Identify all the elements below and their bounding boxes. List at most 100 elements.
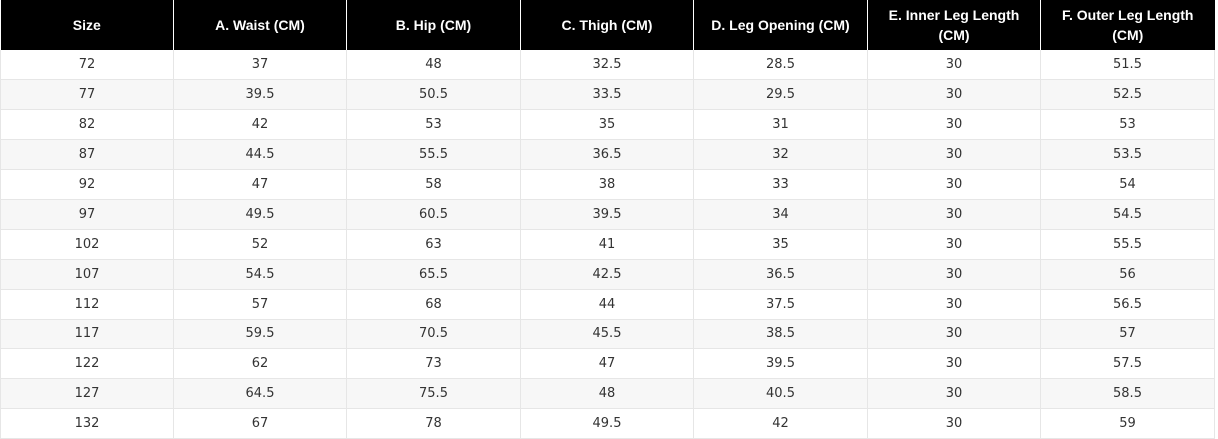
cell-waist: 44.5 <box>173 139 347 171</box>
cell-thigh: 45.5 <box>520 319 694 350</box>
cell-leg-opening: 39.5 <box>693 348 868 380</box>
cell-outer-leg-length: 54.5 <box>1040 199 1215 230</box>
cell-outer-leg-length: 53.5 <box>1040 139 1215 171</box>
table-row: 122 62 73 47 39.5 30 57.5 <box>0 348 1215 380</box>
header-waist: A. Waist (CM) <box>173 0 347 50</box>
cell-hip: 68 <box>346 289 521 320</box>
cell-leg-opening: 33 <box>693 169 868 200</box>
cell-leg-opening: 40.5 <box>693 378 868 410</box>
cell-size: 82 <box>0 109 174 141</box>
cell-thigh: 39.5 <box>520 199 694 230</box>
cell-hip: 73 <box>346 348 521 380</box>
table-row: 117 59.5 70.5 45.5 38.5 30 57 <box>0 319 1215 350</box>
cell-waist: 67 <box>173 408 347 439</box>
cell-hip: 60.5 <box>346 199 521 230</box>
cell-inner-leg-length: 30 <box>867 289 1041 320</box>
cell-thigh: 36.5 <box>520 139 694 171</box>
cell-hip: 78 <box>346 408 521 439</box>
cell-waist: 57 <box>173 289 347 320</box>
cell-leg-opening: 28.5 <box>693 50 868 81</box>
cell-leg-opening: 36.5 <box>693 259 868 290</box>
cell-hip: 53 <box>346 109 521 141</box>
table-row: 72 37 48 32.5 28.5 30 51.5 <box>0 50 1215 81</box>
cell-thigh: 49.5 <box>520 408 694 439</box>
table-row: 132 67 78 49.5 42 30 59 <box>0 408 1215 439</box>
cell-hip: 48 <box>346 50 521 81</box>
cell-waist: 59.5 <box>173 319 347 350</box>
header-size: Size <box>0 0 174 50</box>
table-row: 77 39.5 50.5 33.5 29.5 30 52.5 <box>0 79 1215 111</box>
cell-thigh: 32.5 <box>520 50 694 81</box>
cell-inner-leg-length: 30 <box>867 229 1041 260</box>
table-row: 112 57 68 44 37.5 30 56.5 <box>0 289 1215 320</box>
cell-size: 132 <box>0 408 174 439</box>
table-row: 82 42 53 35 31 30 53 <box>0 109 1215 141</box>
header-thigh: C. Thigh (CM) <box>520 0 694 50</box>
cell-leg-opening: 42 <box>693 408 868 439</box>
header-outer-leg-length: F. Outer Leg Length (CM) <box>1040 0 1215 50</box>
cell-size: 77 <box>0 79 174 111</box>
cell-outer-leg-length: 57 <box>1040 319 1215 350</box>
cell-outer-leg-length: 58.5 <box>1040 378 1215 410</box>
cell-thigh: 47 <box>520 348 694 380</box>
cell-hip: 63 <box>346 229 521 260</box>
cell-outer-leg-length: 52.5 <box>1040 79 1215 111</box>
cell-hip: 65.5 <box>346 259 521 290</box>
cell-size: 72 <box>0 50 174 81</box>
cell-outer-leg-length: 59 <box>1040 408 1215 439</box>
table-row: 107 54.5 65.5 42.5 36.5 30 56 <box>0 259 1215 290</box>
cell-leg-opening: 31 <box>693 109 868 141</box>
cell-waist: 47 <box>173 169 347 200</box>
table-header: Size A. Waist (CM) B. Hip (CM) C. Thigh … <box>0 0 1215 50</box>
table-body: 72 37 48 32.5 28.5 30 51.5 77 39.5 50.5 33.5 29.5 30… <box>0 50 1215 439</box>
cell-size: 107 <box>0 259 174 290</box>
table-row: 127 64.5 75.5 48 40.5 30 58.5 <box>0 378 1215 410</box>
cell-inner-leg-length: 30 <box>867 348 1041 380</box>
cell-size: 127 <box>0 378 174 410</box>
cell-outer-leg-length: 57.5 <box>1040 348 1215 380</box>
cell-thigh: 35 <box>520 109 694 141</box>
header-hip: B. Hip (CM) <box>346 0 521 50</box>
cell-waist: 42 <box>173 109 347 141</box>
cell-waist: 62 <box>173 348 347 380</box>
table-row: 87 44.5 55.5 36.5 32 30 53.5 <box>0 139 1215 171</box>
cell-size: 92 <box>0 169 174 200</box>
cell-hip: 75.5 <box>346 378 521 410</box>
cell-inner-leg-length: 30 <box>867 378 1041 410</box>
cell-size: 102 <box>0 229 174 260</box>
cell-thigh: 38 <box>520 169 694 200</box>
cell-leg-opening: 29.5 <box>693 79 868 111</box>
cell-hip: 58 <box>346 169 521 200</box>
cell-inner-leg-length: 30 <box>867 109 1041 141</box>
cell-inner-leg-length: 30 <box>867 408 1041 439</box>
cell-inner-leg-length: 30 <box>867 199 1041 230</box>
cell-thigh: 44 <box>520 289 694 320</box>
table-row: 97 49.5 60.5 39.5 34 30 54.5 <box>0 199 1215 230</box>
cell-hip: 50.5 <box>346 79 521 111</box>
cell-inner-leg-length: 30 <box>867 259 1041 290</box>
header-leg-opening: D. Leg Opening (CM) <box>693 0 868 50</box>
cell-waist: 37 <box>173 50 347 81</box>
cell-outer-leg-length: 54 <box>1040 169 1215 200</box>
header-row: Size A. Waist (CM) B. Hip (CM) C. Thigh … <box>0 0 1215 50</box>
cell-leg-opening: 35 <box>693 229 868 260</box>
cell-outer-leg-length: 56.5 <box>1040 289 1215 320</box>
cell-thigh: 41 <box>520 229 694 260</box>
cell-leg-opening: 37.5 <box>693 289 868 320</box>
cell-size: 97 <box>0 199 174 230</box>
cell-size: 122 <box>0 348 174 380</box>
cell-leg-opening: 34 <box>693 199 868 230</box>
cell-size: 112 <box>0 289 174 320</box>
cell-thigh: 33.5 <box>520 79 694 111</box>
table-row: 92 47 58 38 33 30 54 <box>0 169 1215 200</box>
table-row: 102 52 63 41 35 30 55.5 <box>0 229 1215 260</box>
cell-thigh: 42.5 <box>520 259 694 290</box>
cell-outer-leg-length: 56 <box>1040 259 1215 290</box>
cell-leg-opening: 38.5 <box>693 319 868 350</box>
cell-outer-leg-length: 55.5 <box>1040 229 1215 260</box>
cell-waist: 39.5 <box>173 79 347 111</box>
cell-inner-leg-length: 30 <box>867 139 1041 171</box>
header-inner-leg-length: E. Inner Leg Length (CM) <box>867 0 1041 50</box>
cell-inner-leg-length: 30 <box>867 50 1041 81</box>
